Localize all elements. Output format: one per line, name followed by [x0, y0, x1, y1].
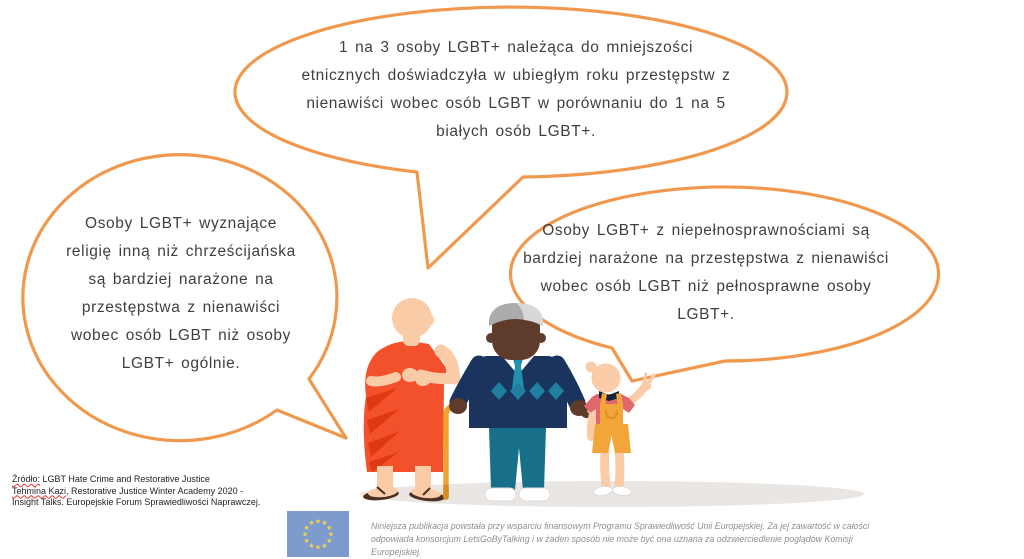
bubble-text-left-content: Osoby LGBT+ wyznające religię inną niż c…: [66, 215, 296, 372]
dungaree-straps: [600, 393, 623, 406]
bubble-text-top-content: 1 na 3 osoby LGBT+ należąca do mniejszoś…: [301, 39, 731, 140]
monk-hand: [402, 368, 418, 382]
walking-cane-icon: [443, 403, 465, 500]
bubble-text-left: Osoby LGBT+ wyznające religię inną niż c…: [56, 163, 306, 425]
man-shoe: [484, 487, 517, 502]
svg-text:★: ★: [315, 544, 321, 552]
svg-text:★: ★: [315, 518, 321, 526]
bubble-text-top: 1 na 3 osoby LGBT+ należąca do mniejszoś…: [296, 14, 736, 166]
bubble-text-right: Osoby LGBT+ z niepełnosprawnościami są b…: [512, 190, 900, 356]
child-figure: [584, 361, 656, 497]
dungaree-pocket: [605, 409, 618, 419]
eu-flag-icon: ★ ★ ★ ★ ★ ★ ★ ★ ★ ★ ★ ★: [287, 511, 349, 557]
monk-hand: [415, 372, 431, 386]
svg-text:★: ★: [302, 531, 308, 539]
svg-text:★: ★: [328, 531, 334, 539]
cane: [443, 403, 465, 500]
man-left-hand: [449, 398, 467, 414]
child-head: [591, 363, 621, 393]
child-finger: [642, 372, 648, 384]
man-hair-highlight: [516, 303, 543, 326]
man-pants: [489, 428, 546, 490]
svg-text:★: ★: [308, 542, 314, 550]
source-citation: Źródło: LGBT Hate Crime and Restorative …: [12, 474, 302, 509]
source-line-2: Tehmina Kazi, Restorative Justice Winter…: [12, 486, 302, 498]
svg-text:★: ★: [321, 542, 327, 550]
ground-shadow: [360, 481, 864, 507]
dungaree-bib: [600, 404, 623, 426]
monk-leg: [377, 466, 393, 492]
svg-text:★: ★: [326, 537, 332, 545]
svg-text:★: ★: [304, 537, 310, 545]
eu-flag-stars: ★ ★ ★ ★ ★ ★ ★ ★ ★ ★ ★ ★: [302, 518, 334, 552]
child-leg: [614, 445, 625, 491]
svg-text:★: ★: [326, 524, 332, 532]
man-right-arm: [548, 355, 586, 412]
monk-figure: [363, 298, 461, 502]
man-head: [492, 308, 540, 360]
sweater-diamonds: [491, 382, 564, 400]
man-ear: [536, 333, 546, 343]
speech-bubble-right: [508, 185, 941, 383]
child-shoe: [612, 485, 632, 497]
speech-bubble-top: [233, 5, 789, 270]
svg-text:★: ★: [304, 524, 310, 532]
monk-robe-folds: [366, 388, 400, 472]
source-line-2-text: Restorative Justice Winter Academy 2020 …: [71, 485, 244, 496]
monk-right-arm: [434, 344, 461, 385]
child-hair-bun: [585, 361, 597, 373]
dungaree-shorts: [592, 424, 631, 453]
source-label: Źródło:: [12, 474, 41, 484]
monk-head: [392, 298, 432, 338]
source-line-1: Źródło: LGBT Hate Crime and Restorative …: [12, 474, 302, 486]
older-man-figure: [449, 303, 590, 502]
man-ear: [486, 333, 496, 343]
child-pointing-finger: [646, 373, 656, 386]
man-shoe: [518, 487, 551, 502]
monk-robe: [363, 341, 447, 472]
man-fingers: [580, 409, 590, 419]
monk-left-forearm: [366, 372, 401, 387]
monk-leg: [415, 466, 431, 492]
sandal-strap: [376, 486, 386, 495]
speech-bubble-left: [21, 153, 348, 443]
bubble-text-right-content: Osoby LGBT+ z niepełnosprawnościami są b…: [523, 222, 889, 323]
source-line-3-text: Insight Talks. Europejskie Forum Sprawie…: [12, 497, 261, 507]
source-author: Tehmina Kazi,: [12, 485, 69, 496]
eu-disclaimer-text: Niniejsza publikacja powstała przy wspar…: [371, 521, 870, 557]
svg-text:★: ★: [321, 519, 327, 527]
svg-text:★: ★: [308, 519, 314, 527]
speech-bubbles: [21, 5, 941, 443]
child-leg: [600, 445, 611, 491]
source-line-1-text: LGBT Hate Crime and Restorative Justice: [42, 474, 210, 484]
sandal-strap: [422, 487, 431, 496]
source-line-3: Insight Talks. Europejskie Forum Sprawie…: [12, 497, 302, 509]
eu-flag-field: [287, 511, 349, 557]
